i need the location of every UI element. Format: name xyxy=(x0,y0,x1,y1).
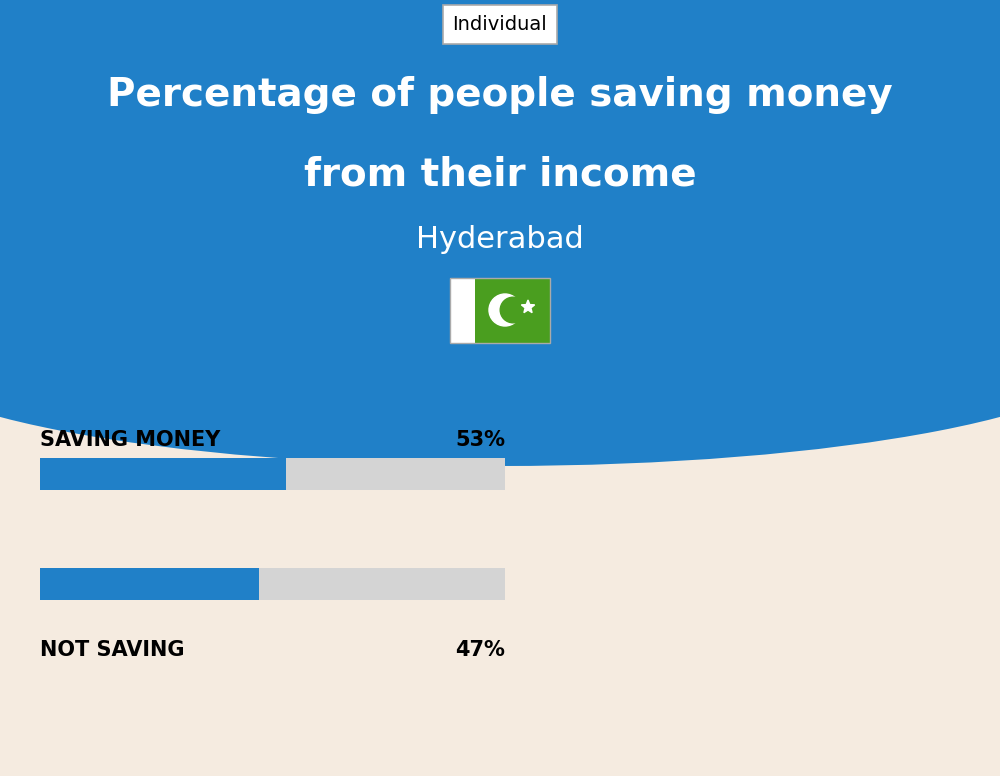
FancyBboxPatch shape xyxy=(40,458,505,490)
Circle shape xyxy=(489,294,521,326)
Text: Individual: Individual xyxy=(453,15,547,34)
Text: 53%: 53% xyxy=(455,430,505,450)
FancyBboxPatch shape xyxy=(450,278,475,342)
FancyBboxPatch shape xyxy=(40,568,259,600)
FancyBboxPatch shape xyxy=(475,278,550,342)
Text: 47%: 47% xyxy=(455,640,505,660)
Text: Hyderabad: Hyderabad xyxy=(416,226,584,255)
Ellipse shape xyxy=(0,226,1000,466)
FancyBboxPatch shape xyxy=(0,0,1000,346)
Text: Percentage of people saving money: Percentage of people saving money xyxy=(107,76,893,114)
Text: NOT SAVING: NOT SAVING xyxy=(40,640,184,660)
Text: SAVING MONEY: SAVING MONEY xyxy=(40,430,220,450)
FancyBboxPatch shape xyxy=(40,458,286,490)
Text: from their income: from their income xyxy=(304,156,696,194)
Circle shape xyxy=(500,297,526,323)
FancyBboxPatch shape xyxy=(40,568,505,600)
Polygon shape xyxy=(521,300,535,313)
